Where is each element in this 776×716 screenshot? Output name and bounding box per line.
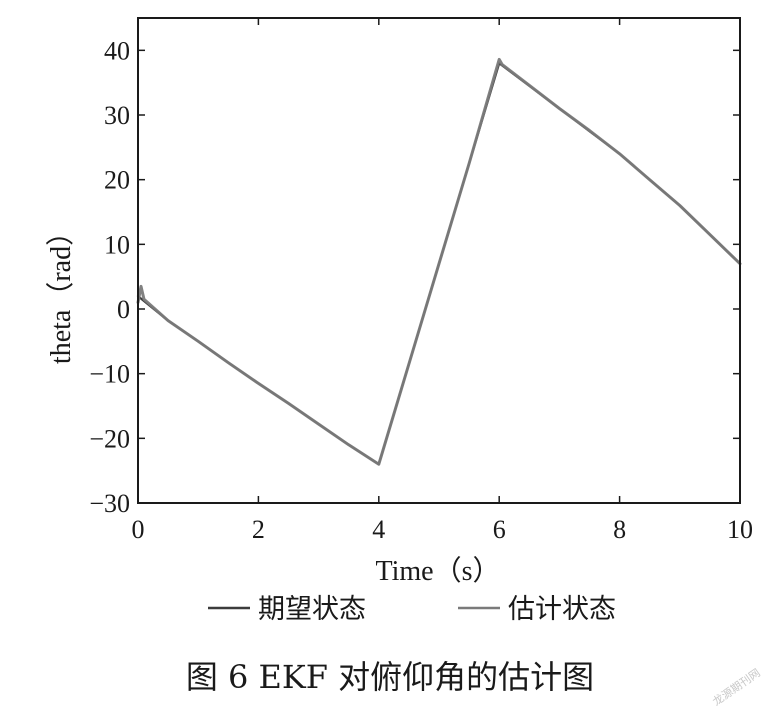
x-tick-label: 2 — [252, 515, 265, 544]
watermark: 龙源期刊网 — [710, 665, 763, 708]
y-tick-label: 30 — [104, 101, 130, 130]
x-tick-label: 10 — [727, 515, 753, 544]
plot-frame — [137, 17, 741, 504]
x-tick-label: 6 — [493, 515, 506, 544]
x-tick-label: 8 — [613, 515, 626, 544]
x-tick-label: 4 — [372, 515, 385, 544]
x-tick-label: 0 — [132, 515, 145, 544]
y-tick-label: 40 — [104, 36, 130, 65]
legend: 期望状态 估计状态 — [208, 594, 616, 625]
x-axis-label: Time（s） — [375, 555, 500, 587]
y-tick-label: 10 — [104, 230, 130, 259]
y-tick-label: 0 — [117, 295, 130, 324]
y-tick-label: 20 — [104, 166, 130, 195]
ticks-layer: 0 2 4 6 8 10 −30 −20 −10 0 10 20 30 40 — [89, 18, 753, 544]
series-layer — [136, 57, 742, 466]
y-tick-label: −20 — [89, 424, 130, 453]
y-axis-label: theta（rad） — [45, 218, 77, 364]
series-line-estimated — [136, 57, 742, 466]
legend-label-estimated: 估计状态 — [508, 594, 616, 625]
legend-label-expected: 期望状态 — [258, 594, 366, 625]
y-tick-label: −30 — [89, 489, 130, 518]
y-tick-label: −10 — [89, 360, 130, 389]
figure-caption: 图 6 EKF 对俯仰角的估计图 — [186, 658, 594, 696]
